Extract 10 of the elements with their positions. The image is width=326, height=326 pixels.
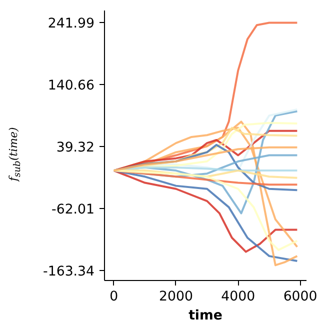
y-tick-label: -62.01 (52, 202, 95, 218)
x-tick-label: 6000 (283, 290, 318, 304)
y-tick-label: -163.34 (43, 264, 95, 280)
y-tick-label: 241.99 (48, 16, 95, 32)
x-axis-title: time (188, 308, 222, 324)
x-tick-label: 2000 (159, 290, 193, 304)
y-tick-label: 140.66 (48, 78, 95, 94)
x-tick-label: 0 (110, 290, 118, 304)
x-tick-label: 4000 (221, 290, 256, 304)
y-tick-label: 39.32 (56, 140, 94, 156)
